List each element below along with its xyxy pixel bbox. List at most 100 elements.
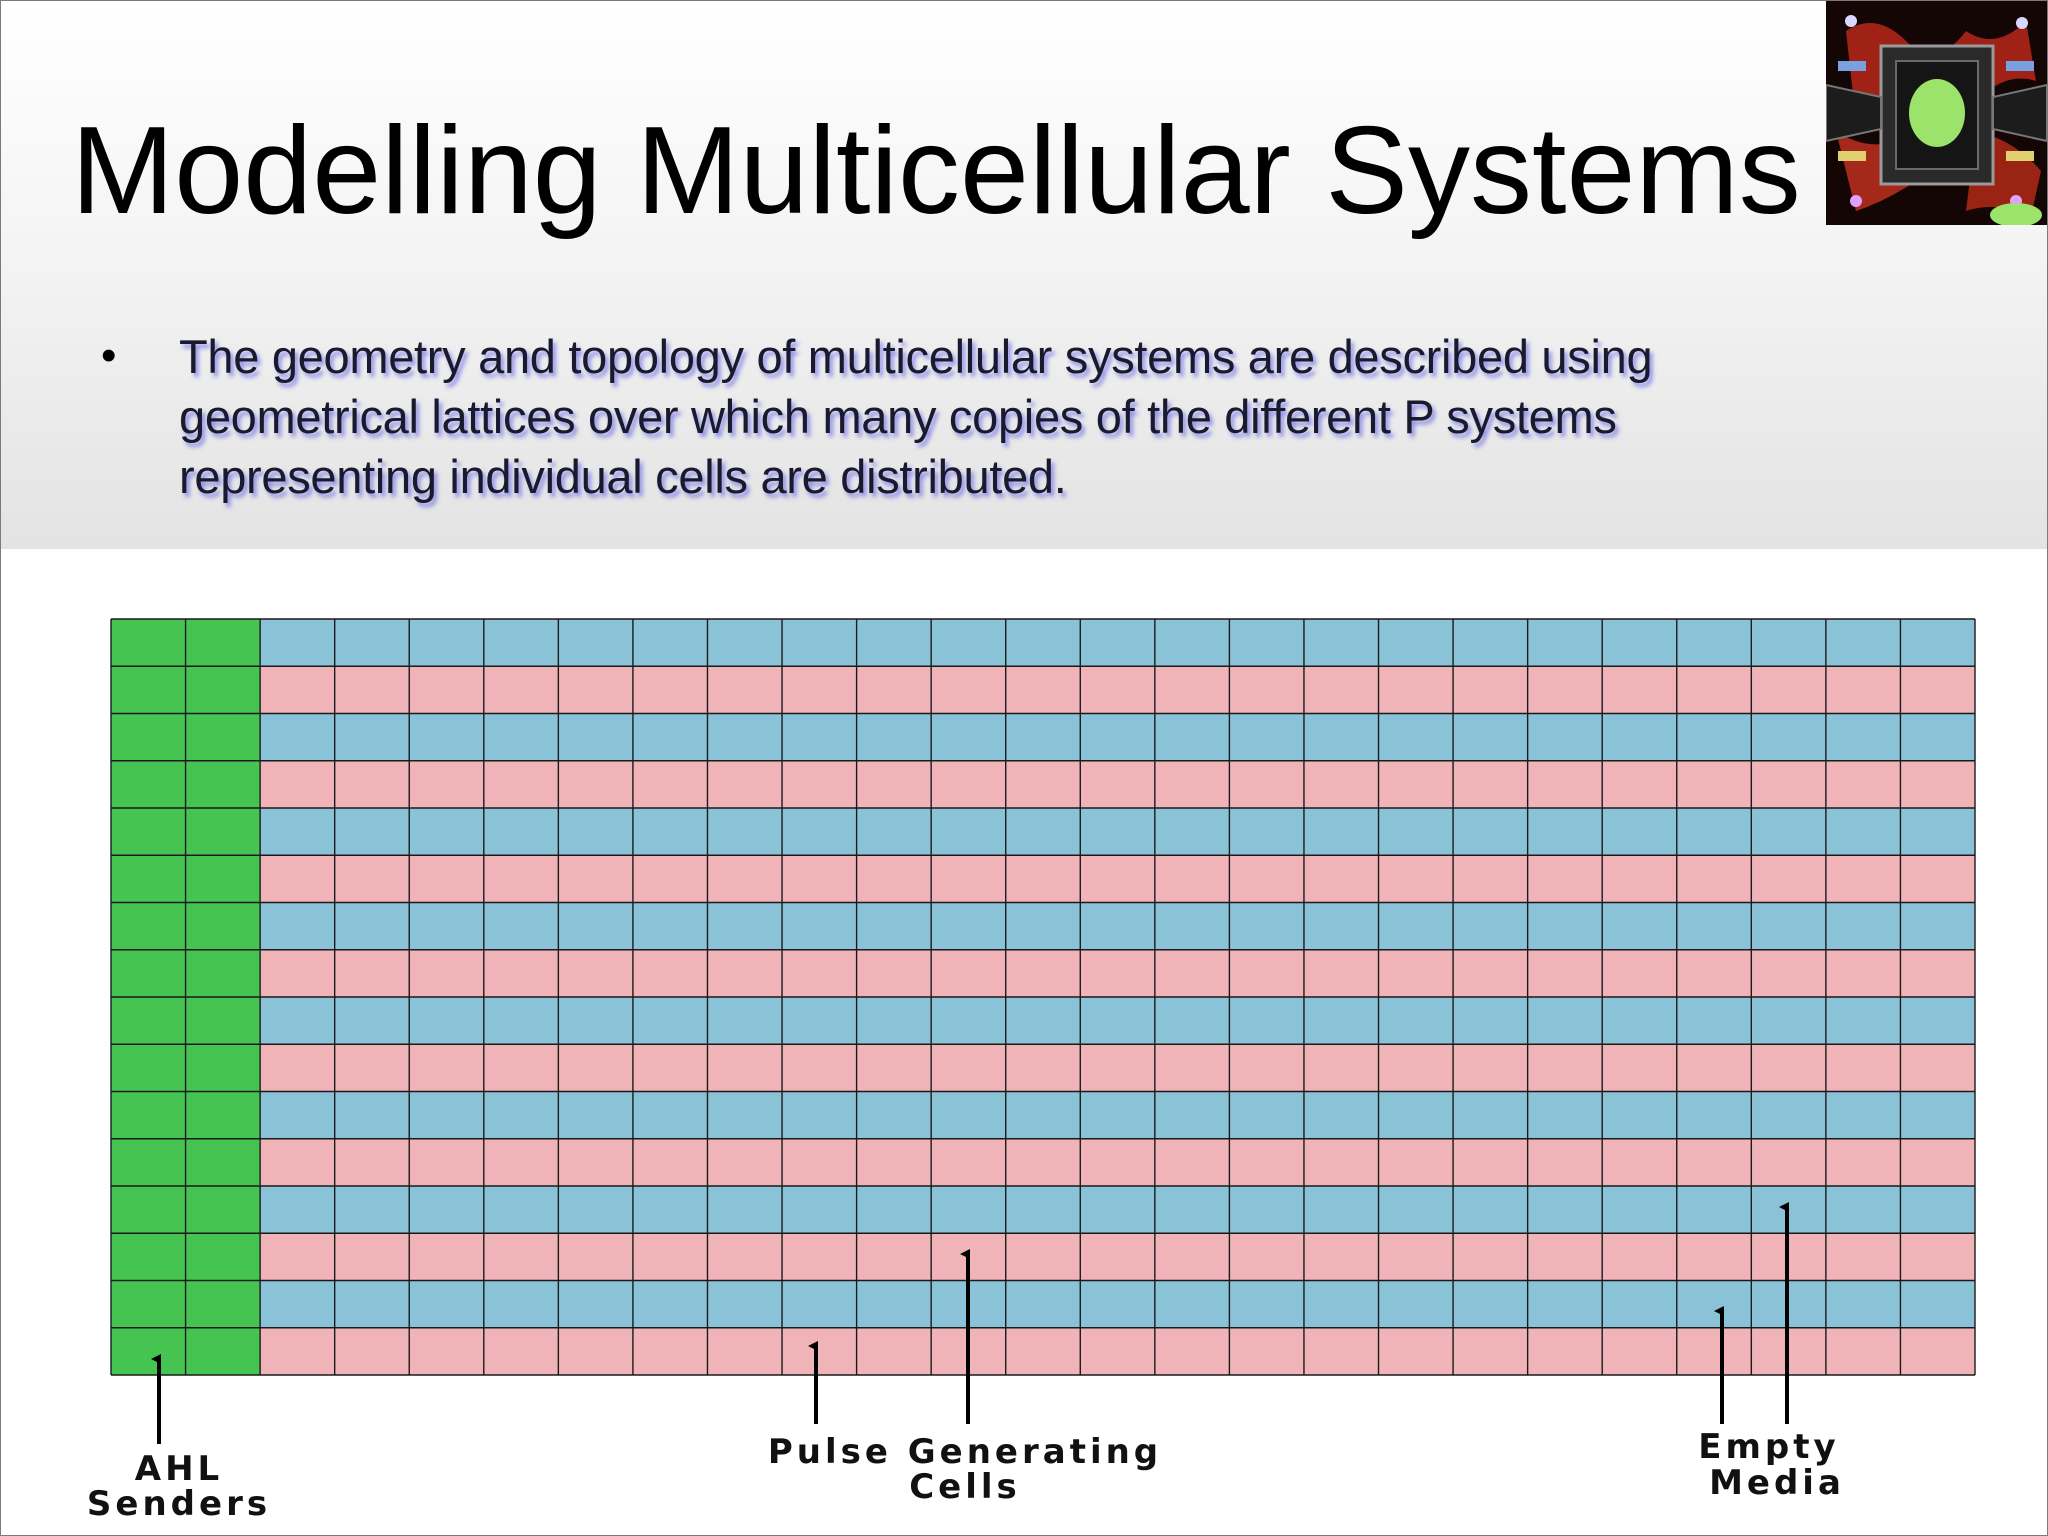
empty-media-cell — [1825, 619, 1901, 667]
pulse-generating-cell — [409, 760, 485, 809]
pulse-generating-cell — [1602, 666, 1678, 714]
pulse-generating-cell — [1154, 949, 1230, 998]
pulse-generating-cell — [1154, 666, 1230, 714]
pulse-generating-cell — [1005, 1327, 1081, 1376]
empty-media-cell — [1005, 1280, 1081, 1329]
sender-cell — [111, 1327, 187, 1376]
pulse-generating-cell — [260, 1138, 336, 1187]
empty-media-cell — [1527, 1280, 1603, 1329]
empty-media-cell — [1005, 902, 1081, 951]
empty-media-cell — [1527, 808, 1603, 856]
empty-media-cell — [931, 619, 1007, 667]
empty-media-cell — [1005, 808, 1081, 856]
pulse-generating-cell — [558, 1138, 634, 1187]
sender-cell — [111, 902, 187, 951]
pulse-generating-cell — [1602, 855, 1678, 903]
empty-media-cell — [856, 808, 932, 856]
sender-cell — [185, 902, 261, 951]
sender-cell — [185, 1233, 261, 1281]
empty-media-cell — [1751, 808, 1827, 856]
pulse-generating-cell — [1825, 949, 1901, 998]
empty-media-cell — [632, 1186, 708, 1234]
empty-media-cell — [1676, 997, 1752, 1045]
pulse-generating-cell — [334, 1233, 410, 1281]
empty-media-cell — [1080, 1091, 1156, 1140]
pulse-generating-cell — [931, 666, 1007, 714]
empty-media-cell — [1080, 1186, 1156, 1234]
pulse-generating-cell — [1676, 666, 1752, 714]
pulse-generating-cell — [1453, 855, 1529, 903]
pulse-generating-cell — [1527, 855, 1603, 903]
pulse-generating-cell — [1154, 855, 1230, 903]
empty-media-cell — [1602, 619, 1678, 667]
empty-media-cell — [1900, 808, 1976, 856]
empty-media-cell — [558, 1280, 634, 1329]
empty-media-cell — [1378, 997, 1454, 1045]
pulse-generating-cell — [632, 760, 708, 809]
empty-media-cell — [1527, 713, 1603, 762]
empty-media-cell — [558, 808, 634, 856]
pulse-generating-cell — [558, 666, 634, 714]
pulse-generating-cell — [1676, 949, 1752, 998]
empty-media-cell — [856, 713, 932, 762]
pulse-generating-cell — [1527, 1327, 1603, 1376]
empty-media-cell — [1602, 902, 1678, 951]
empty-media-cell — [334, 1091, 410, 1140]
empty-media-cell — [1154, 1091, 1230, 1140]
empty-media-cell — [1303, 808, 1380, 856]
empty-media-cell — [1453, 1091, 1529, 1140]
pulse-generating-cell — [1303, 1327, 1380, 1376]
empty-media-cell — [782, 997, 858, 1045]
pulse-generating-cell — [707, 1327, 783, 1376]
empty-media-cell — [483, 713, 559, 762]
empty-media-cell — [558, 902, 634, 951]
pulse-generating-cell — [1527, 1233, 1603, 1281]
pulse-generating-cell — [1602, 760, 1678, 809]
empty-media-cell — [632, 997, 708, 1045]
pulse-generating-cell — [1900, 666, 1976, 714]
pulse-generating-cell — [632, 1233, 708, 1281]
pulse-generating-cell — [856, 1327, 932, 1376]
pulse-generating-cell — [1751, 1138, 1827, 1187]
empty-media-cell — [632, 902, 708, 951]
empty-media-cell — [632, 619, 708, 667]
pulse-generating-cell — [1602, 1044, 1678, 1092]
empty-media-cell — [1378, 1280, 1454, 1329]
sender-cell — [185, 1091, 261, 1140]
pulse-generating-cell — [1229, 1138, 1305, 1187]
pulse-generating-cell — [1900, 1138, 1976, 1187]
pulse-generating-cell — [1453, 666, 1529, 714]
pulse-generating-cell — [1303, 760, 1380, 809]
empty-media-cell — [1453, 808, 1529, 856]
pulse-generating-cell — [1080, 1233, 1156, 1281]
sender-cell — [111, 619, 187, 667]
empty-media-cell — [1900, 619, 1976, 667]
empty-media-cell — [1005, 1091, 1081, 1140]
pulse-generating-cell — [409, 1233, 485, 1281]
sender-cell — [111, 1233, 187, 1281]
empty-media-cell — [1751, 997, 1827, 1045]
empty-media-cell — [1900, 713, 1976, 762]
pulse-generating-cell — [1676, 1044, 1752, 1092]
sender-cell — [185, 949, 261, 998]
pulse-generating-cell — [1676, 855, 1752, 903]
pulse-generating-cell — [1080, 1327, 1156, 1376]
pulse-generating-cell — [334, 1138, 410, 1187]
lattice-simulation-thumbnail-icon — [1826, 1, 2047, 225]
empty-media-cell — [260, 808, 336, 856]
pulse-generating-cell — [483, 855, 559, 903]
pulse-generating-cell — [1005, 1138, 1081, 1187]
empty-media-cell — [707, 713, 783, 762]
empty-media-cell — [1080, 1280, 1156, 1329]
pulse-generating-cell — [1676, 760, 1752, 809]
pulse-generating-cell — [260, 1327, 336, 1376]
empty-media-cell — [1005, 619, 1081, 667]
empty-media-cell — [1527, 1186, 1603, 1234]
pulse-generating-cell — [483, 1044, 559, 1092]
empty-media-cell — [856, 902, 932, 951]
empty-media-cell — [260, 997, 336, 1045]
sender-cell — [185, 1138, 261, 1187]
empty-media-cell — [409, 902, 485, 951]
